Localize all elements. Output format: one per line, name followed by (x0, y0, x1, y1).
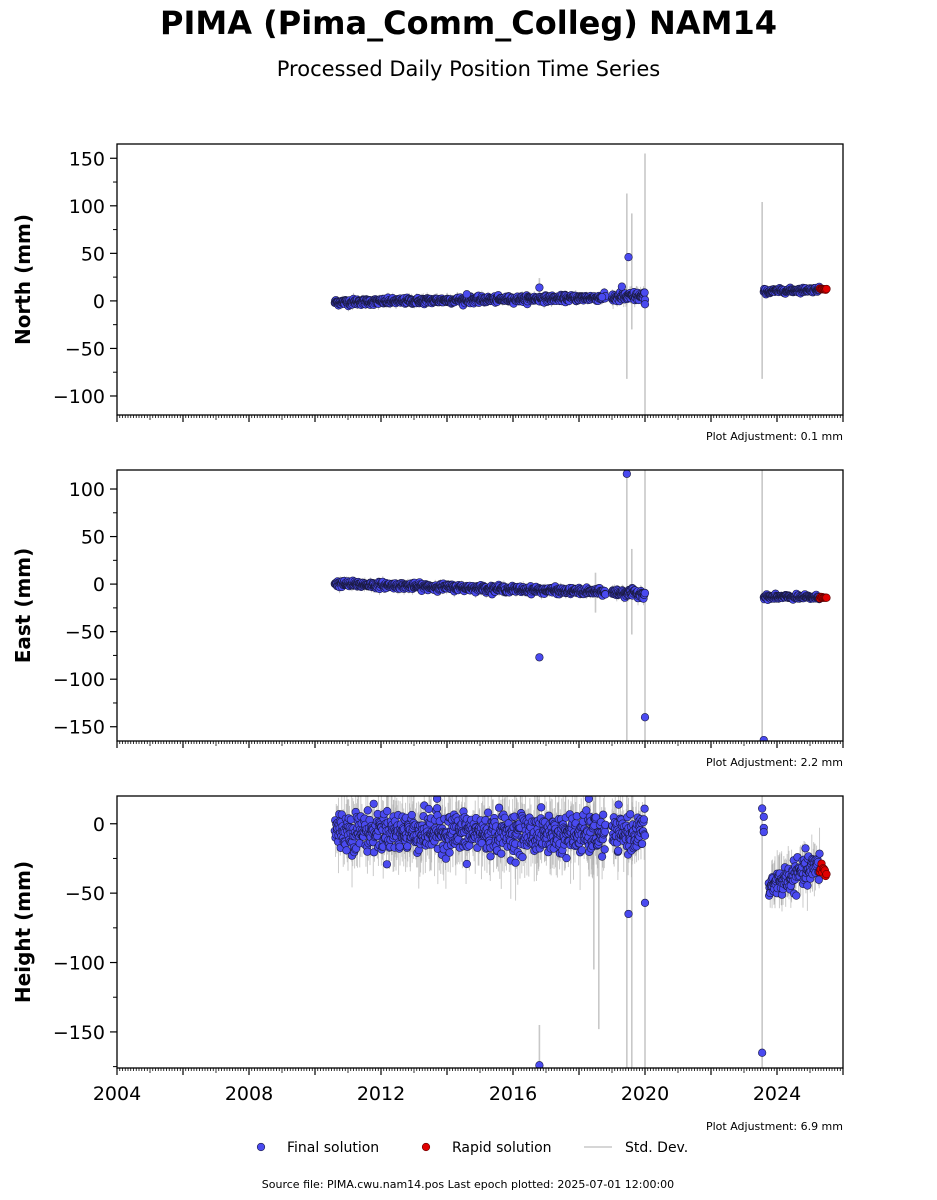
final-point (395, 842, 404, 851)
y-tick-label: −150 (53, 717, 105, 739)
final-point (383, 806, 392, 816)
plot-area (330, 796, 831, 1068)
final-point (624, 253, 633, 262)
final-point (640, 713, 650, 722)
rapid-point (822, 284, 831, 294)
final-point (582, 806, 591, 815)
y-tick-label: 50 (81, 527, 105, 549)
axes-frame (116, 469, 844, 742)
y-axis-label: North (mm) (11, 214, 35, 345)
plot-adjustment: Plot Adjustment: 0.1 mm (706, 430, 843, 443)
final-point (759, 735, 768, 741)
final-point (424, 804, 433, 814)
final-point (562, 853, 571, 863)
final-point (484, 808, 493, 817)
final-point (407, 810, 416, 820)
final-point (640, 288, 649, 297)
y-tick-label: 0 (93, 291, 105, 313)
final-point (600, 827, 610, 836)
final-point (626, 810, 635, 819)
final-point (363, 806, 372, 815)
final-point (486, 852, 495, 861)
final-point (544, 811, 554, 820)
final-point (640, 588, 650, 598)
final-point (639, 815, 649, 824)
final-point (640, 804, 649, 813)
final-point (597, 852, 607, 861)
final-point (614, 846, 623, 855)
chart-title: PIMA (Pima_Comm_Colleg) NAM14 (160, 4, 777, 42)
final-point (518, 852, 527, 862)
y-axis-label: East (mm) (11, 548, 35, 664)
final-point (600, 845, 609, 854)
plot-adjustment: Plot Adjustment: 2.2 mm (706, 756, 843, 769)
final-point (535, 653, 544, 662)
final-point (433, 804, 442, 813)
y-tick-label: −50 (65, 622, 105, 644)
final-point (382, 860, 392, 869)
panel-2: 100 50 0 −50 −100 −150 East (mm) Plot Adjustmen… (11, 469, 844, 769)
final-point (597, 292, 607, 302)
y-tick-label: 100 (69, 479, 105, 501)
final-point (535, 283, 544, 292)
final-point (511, 858, 520, 867)
final-point (445, 848, 454, 857)
final-point (462, 290, 471, 299)
plot-area (330, 470, 831, 741)
axes-frame (116, 143, 844, 416)
y-tick-label: −100 (53, 386, 105, 408)
panel-1: 150 100 50 0 −50 −100 North (mm) Plot Adjustmen… (11, 143, 844, 443)
final-point (617, 282, 627, 291)
final-point (591, 813, 601, 822)
chart-subtitle: Processed Daily Position Time Series (276, 57, 661, 81)
final-point (622, 470, 631, 478)
final-point (537, 803, 546, 812)
y-tick-label: −50 (65, 338, 105, 360)
final-point (577, 846, 587, 855)
final-point (477, 838, 486, 848)
final-point (792, 891, 801, 900)
y-tick-label: 150 (69, 148, 105, 170)
final-point (614, 800, 623, 809)
final-point (640, 831, 650, 840)
y-tick-label: 50 (81, 243, 105, 265)
y-tick-label: 100 (69, 196, 105, 218)
rapid-point (822, 593, 831, 602)
final-point (572, 812, 581, 821)
final-point (369, 799, 378, 808)
final-point (403, 842, 412, 851)
y-tick-label: 0 (93, 574, 105, 596)
final-point (599, 810, 608, 819)
final-point (640, 300, 650, 309)
y-tick-label: −100 (53, 669, 105, 691)
plot-area (330, 153, 831, 415)
final-point (601, 820, 610, 829)
final-point (441, 854, 451, 863)
final-point (495, 803, 504, 812)
final-point (637, 839, 647, 848)
final-point (342, 846, 351, 855)
final-point (497, 849, 506, 858)
